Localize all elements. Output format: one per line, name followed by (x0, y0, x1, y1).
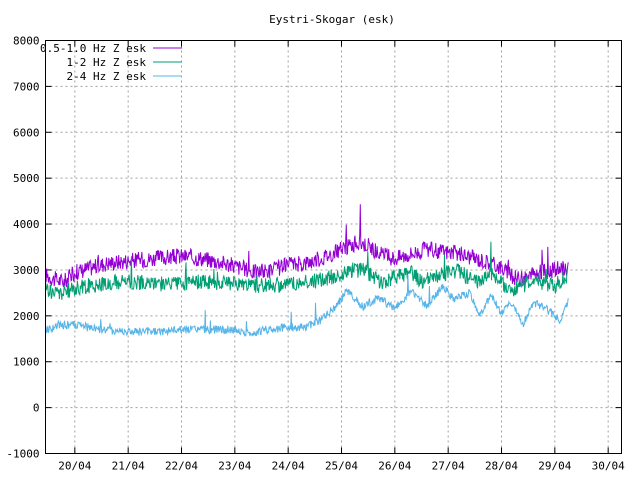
x-tick-label: 22/04 (165, 460, 198, 473)
grid (45, 40, 622, 454)
series-group (45, 204, 569, 337)
y-tick-label: 6000 (13, 126, 40, 139)
x-tick-label: 30/04 (592, 460, 625, 473)
series-line-2 (45, 275, 569, 337)
series-line-1 (45, 241, 569, 300)
chart-title: Eystri-Skogar (esk) (269, 13, 395, 26)
x-tick-label: 27/04 (432, 460, 465, 473)
y-tick-label: 5000 (13, 172, 40, 185)
series-line-0 (45, 204, 569, 288)
x-tick-label: 20/04 (58, 460, 91, 473)
x-tick-label: 26/04 (378, 460, 411, 473)
legend-label: 2-4 Hz Z esk (67, 70, 147, 83)
y-tick-label: 0 (33, 402, 40, 415)
x-axis: 20/04 21/04 22/04 23/04 24/04 25/04 26/04 27/04… (58, 40, 625, 473)
y-tick-label: 4000 (13, 218, 40, 231)
legend-label: 0.5-1.0 Hz Z esk (40, 42, 146, 55)
x-tick-label: 21/04 (112, 460, 145, 473)
y-tick-label: -1000 (6, 448, 39, 461)
x-tick-label: 23/04 (218, 460, 251, 473)
legend-label: 1-2 Hz Z esk (67, 56, 147, 69)
y-tick-label: 8000 (13, 35, 40, 48)
x-tick-label: 24/04 (272, 460, 305, 473)
y-tick-label: 7000 (13, 80, 40, 93)
y-tick-label: 2000 (13, 310, 40, 323)
x-tick-label: 25/04 (325, 460, 358, 473)
y-axis: -1000 0 1000 2000 3000 4000 5000 6000 7000 8000 (6, 35, 622, 461)
x-tick-label: 28/04 (485, 460, 518, 473)
y-tick-label: 3000 (13, 264, 40, 277)
plot-frame (45, 40, 622, 454)
x-tick-label: 29/04 (538, 460, 571, 473)
y-tick-label: 1000 (13, 356, 40, 369)
